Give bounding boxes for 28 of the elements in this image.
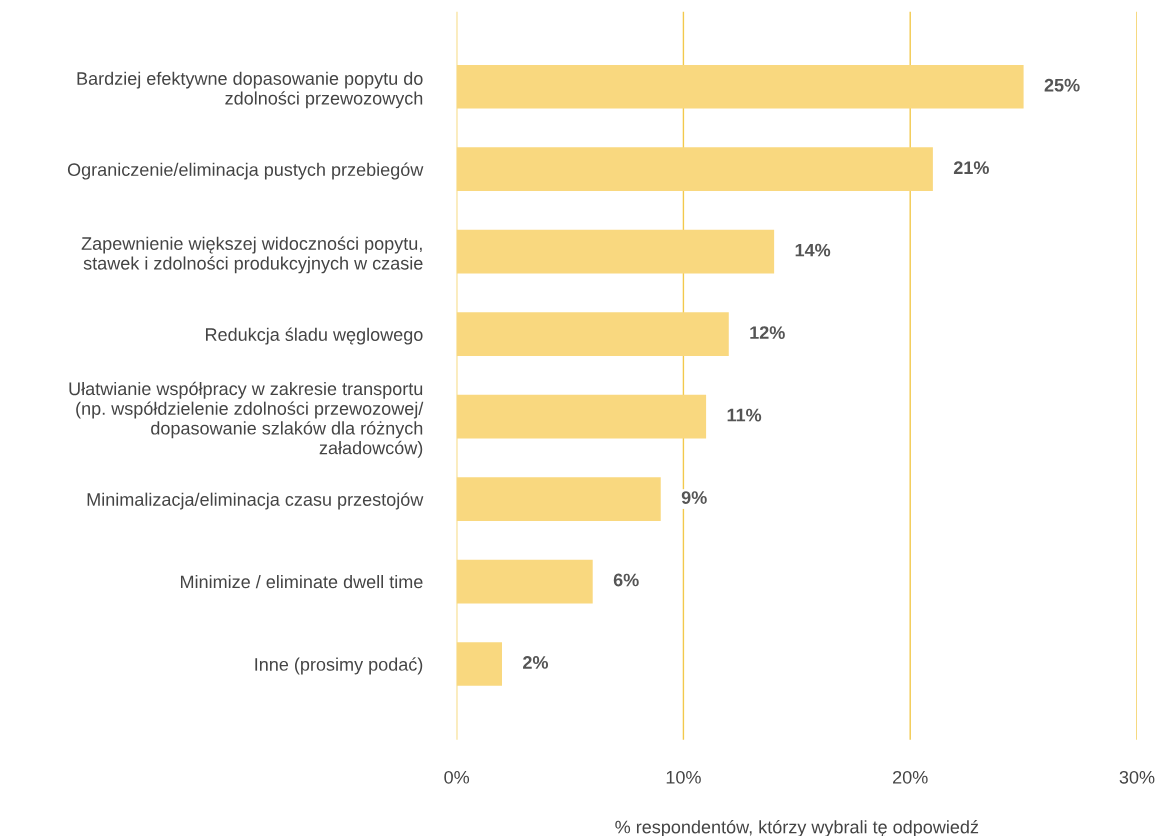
bar bbox=[456, 559, 593, 604]
y-tick-label: Inne (prosimy podać) bbox=[255, 657, 423, 675]
bar bbox=[456, 477, 661, 521]
bar bbox=[456, 312, 729, 356]
data-label: 11% bbox=[727, 408, 762, 422]
bar bbox=[456, 642, 502, 686]
data-label: 25% bbox=[1044, 78, 1080, 92]
y-tick-label: Ułatwianie współpracy w zakresie transportu (np. współdzielenie zdolności przewozowej/ dopasowanie szlaków dla różnych załadowców) bbox=[69, 381, 424, 458]
x-tick-label: 20% bbox=[893, 770, 928, 784]
data-label: 6% bbox=[613, 573, 639, 587]
bar bbox=[456, 64, 1024, 109]
y-tick-label: Minimize / eliminate dwell time bbox=[180, 574, 423, 589]
data-label: 21% bbox=[953, 161, 989, 175]
y-tick-label: Zapewnienie większej widoczności popytu, stawek i zdolności produkcyjnych w czasie bbox=[81, 236, 423, 274]
x-tick-label: 10% bbox=[666, 770, 701, 784]
data-label: 12% bbox=[750, 326, 785, 339]
x-tick-label: 0% bbox=[444, 770, 470, 784]
bar bbox=[456, 394, 707, 439]
data-label: 2% bbox=[523, 656, 549, 669]
y-tick-label: Bardziej efektywne dopasowanie popytu do zdolności przewozowych bbox=[77, 71, 423, 109]
y-tick-label: Minimalizacja/eliminacja czasu przestojów bbox=[87, 492, 424, 510]
data-label: 14% bbox=[795, 243, 831, 257]
x-tick-label: 30% bbox=[1119, 770, 1155, 784]
data-label: 9% bbox=[681, 491, 707, 504]
y-tick-label: Redukcja śladu węglowego bbox=[206, 327, 423, 345]
y-tick-label: Ograniczenie/eliminacja pustych przebiegów bbox=[67, 162, 424, 180]
bar bbox=[456, 229, 775, 274]
bar bbox=[456, 147, 933, 192]
